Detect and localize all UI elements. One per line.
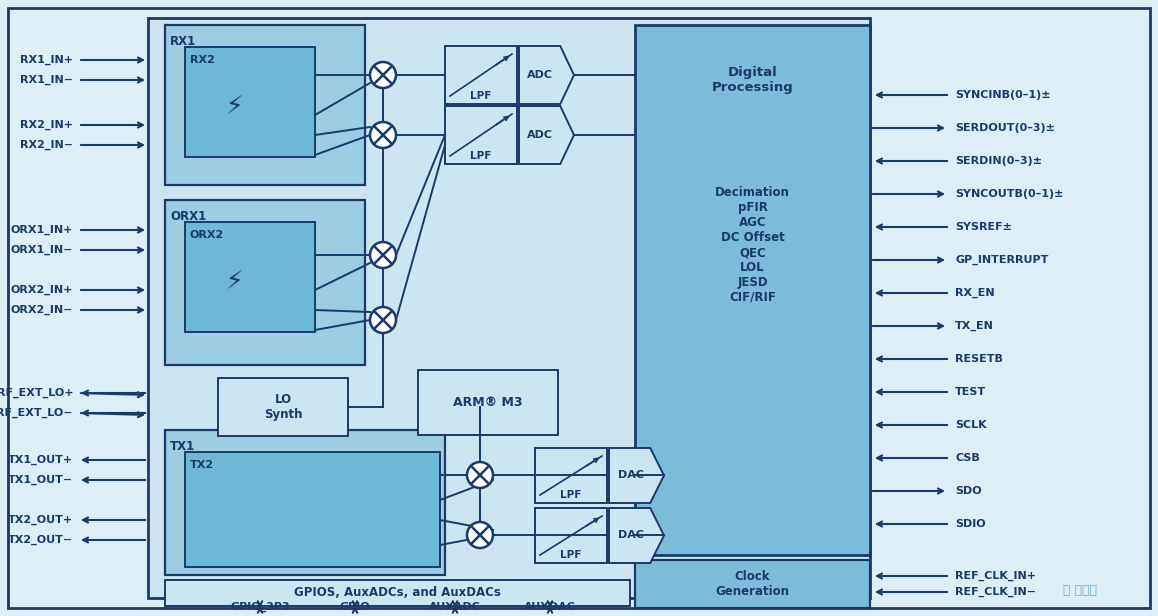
Text: TX_EN: TX_EN — [955, 321, 994, 331]
Bar — [148, 18, 870, 598]
Text: GPIOS, AuxADCs, and AuxDACs: GPIOS, AuxADCs, and AuxDACs — [294, 586, 501, 599]
Text: RX1: RX1 — [170, 35, 196, 48]
Bar — [445, 46, 516, 104]
Text: DAC: DAC — [618, 471, 644, 480]
Text: SDO: SDO — [955, 486, 982, 496]
Text: GPIO_3P3: GPIO_3P3 — [230, 602, 290, 612]
Text: RX1_IN+: RX1_IN+ — [20, 55, 73, 65]
Text: SCLK: SCLK — [955, 420, 987, 430]
Text: Decimation
pFIR
AGC
DC Offset
QEC
LOL
JESD
CIF/RIF: Decimation pFIR AGC DC Offset QEC LOL JE… — [714, 186, 790, 304]
Circle shape — [371, 122, 396, 148]
Text: TX1_OUT−: TX1_OUT− — [8, 475, 73, 485]
Text: LPF: LPF — [470, 91, 492, 101]
Text: LPF: LPF — [560, 550, 581, 560]
Text: TX2_OUT−: TX2_OUT− — [8, 535, 73, 545]
Bar — [164, 200, 365, 365]
Bar — [164, 430, 445, 575]
Bar — [418, 370, 558, 435]
Text: ORX2_IN−: ORX2_IN− — [10, 305, 73, 315]
Text: ADC: ADC — [527, 70, 552, 80]
Text: Clock
Generation: Clock Generation — [716, 570, 790, 598]
Bar — [164, 25, 365, 185]
Text: ORX1_IN+: ORX1_IN+ — [10, 225, 73, 235]
Bar — [164, 580, 630, 606]
Bar — [635, 25, 870, 555]
Bar — [535, 508, 607, 563]
Text: LPF: LPF — [470, 151, 492, 161]
Bar — [185, 47, 315, 157]
Text: SDIO: SDIO — [955, 519, 985, 529]
Text: ARM® M3: ARM® M3 — [453, 396, 522, 409]
Text: REF_CLK_IN+: REF_CLK_IN+ — [955, 571, 1036, 581]
Polygon shape — [609, 508, 664, 563]
Text: TX1: TX1 — [170, 440, 196, 453]
Text: ORX1: ORX1 — [170, 210, 206, 223]
Text: DAC: DAC — [618, 530, 644, 540]
Circle shape — [371, 242, 396, 268]
Text: SYNCOUTB(0–1)±: SYNCOUTB(0–1)± — [955, 189, 1063, 199]
Circle shape — [467, 522, 493, 548]
Bar — [445, 106, 516, 164]
Text: ORX2: ORX2 — [190, 230, 225, 240]
Text: RF_EXT_LO+: RF_EXT_LO+ — [0, 388, 73, 398]
Text: LPF: LPF — [560, 490, 581, 500]
Text: TX2: TX2 — [190, 460, 214, 470]
Text: SERDIN(0–3)±: SERDIN(0–3)± — [955, 156, 1042, 166]
Text: CSB: CSB — [955, 453, 980, 463]
Text: SERDOUT(0–3)±: SERDOUT(0–3)± — [955, 123, 1055, 133]
Text: AUXADC: AUXADC — [430, 602, 481, 612]
Text: SYNCINB(0–1)±: SYNCINB(0–1)± — [955, 90, 1050, 100]
Text: GP_INTERRUPT: GP_INTERRUPT — [955, 255, 1048, 265]
Text: Digital
Processing: Digital Processing — [712, 66, 793, 94]
Text: RF_EXT_LO−: RF_EXT_LO− — [0, 408, 73, 418]
Text: ⚡: ⚡ — [226, 270, 243, 294]
Text: GPIO: GPIO — [339, 602, 371, 612]
Bar — [218, 378, 349, 436]
Text: RX1_IN−: RX1_IN− — [20, 75, 73, 85]
Text: ADC: ADC — [527, 130, 552, 140]
Text: TX1_OUT+: TX1_OUT+ — [8, 455, 73, 465]
Polygon shape — [519, 46, 574, 104]
Text: RX_EN: RX_EN — [955, 288, 995, 298]
Text: RX2: RX2 — [190, 55, 215, 65]
Text: Ⓡ 日月长: Ⓡ 日月长 — [1063, 585, 1097, 598]
Bar — [185, 452, 440, 567]
Text: ⚡: ⚡ — [226, 95, 243, 119]
Polygon shape — [609, 448, 664, 503]
Text: RESETB: RESETB — [955, 354, 1003, 364]
Text: TEST: TEST — [955, 387, 987, 397]
Text: RX2_IN−: RX2_IN− — [20, 140, 73, 150]
Text: TX2_OUT+: TX2_OUT+ — [8, 515, 73, 525]
Polygon shape — [519, 106, 574, 164]
Bar — [535, 448, 607, 503]
Circle shape — [371, 62, 396, 88]
Text: ORX2_IN+: ORX2_IN+ — [10, 285, 73, 295]
Text: SYSREF±: SYSREF± — [955, 222, 1012, 232]
Bar — [635, 560, 870, 608]
Text: LO
Synth: LO Synth — [264, 393, 302, 421]
Text: ORX1_IN−: ORX1_IN− — [10, 245, 73, 255]
Text: RX2_IN+: RX2_IN+ — [20, 120, 73, 130]
Circle shape — [371, 307, 396, 333]
Text: AUXDAC: AUXDAC — [525, 602, 576, 612]
Text: REF_CLK_IN−: REF_CLK_IN− — [955, 587, 1036, 597]
Circle shape — [467, 462, 493, 488]
Bar — [185, 222, 315, 332]
